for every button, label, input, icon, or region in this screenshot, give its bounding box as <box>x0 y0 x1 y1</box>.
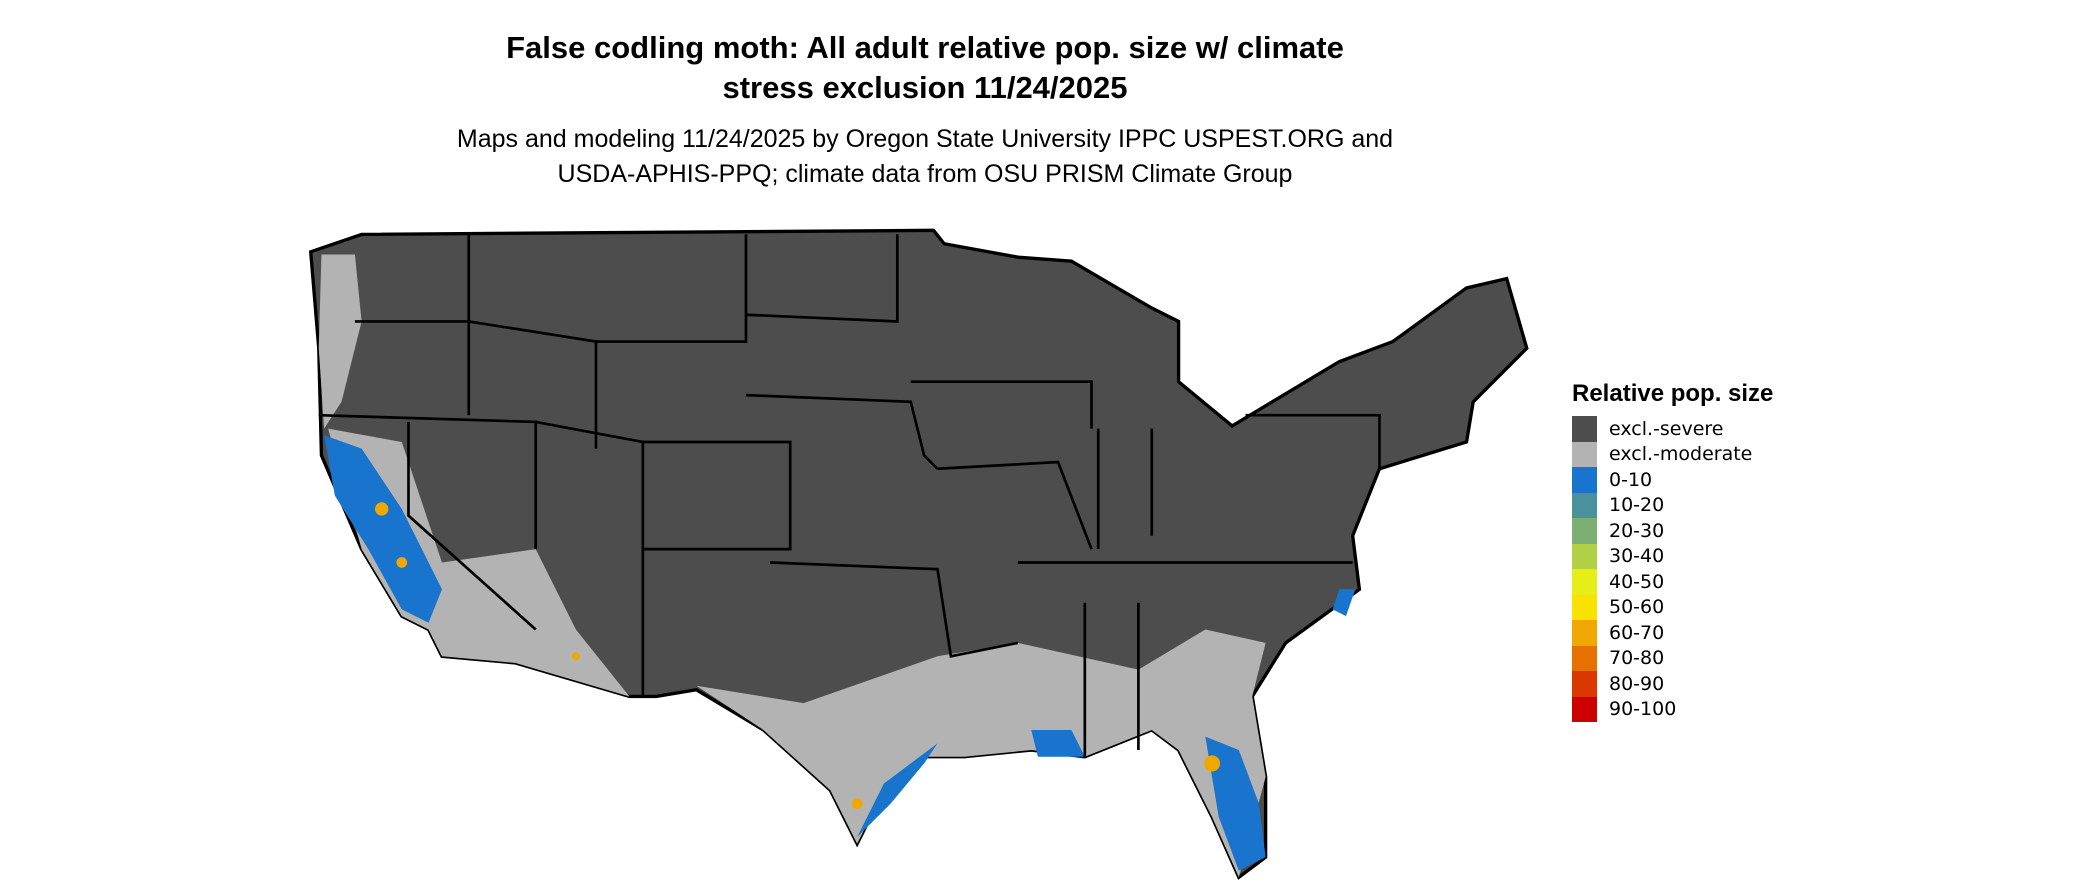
legend-item: 10-20 <box>1572 492 1773 518</box>
legend-swatch <box>1572 671 1597 697</box>
legend-label: 30-40 <box>1609 545 1665 568</box>
legend-item: 20-30 <box>1572 518 1773 544</box>
legend-label: 40-50 <box>1609 570 1665 593</box>
subtitle-line-2: USDA-APHIS-PPQ; climate data from OSU PR… <box>557 160 1293 188</box>
legend-item: 80-90 <box>1572 671 1773 697</box>
legend-label: 20-30 <box>1609 519 1665 542</box>
legend-item: 70-80 <box>1572 645 1773 671</box>
legend-label: 0-10 <box>1609 468 1653 491</box>
legend-label: 60-70 <box>1609 621 1665 644</box>
legend-swatch <box>1572 543 1597 569</box>
legend-label: 90-100 <box>1609 698 1677 721</box>
state-borders <box>318 234 1381 757</box>
legend-swatch <box>1572 518 1597 544</box>
legend-item: 0-10 <box>1572 467 1773 493</box>
legend-item: 50-60 <box>1572 594 1773 620</box>
title-line-2: stress exclusion 11/24/2025 <box>722 70 1128 105</box>
excl-moderate-regions <box>318 254 1266 878</box>
legend-item: 60-70 <box>1572 620 1773 646</box>
legend-label: 10-20 <box>1609 494 1665 517</box>
map-title: False codling moth: All adult relative p… <box>0 28 1850 108</box>
legend-swatch <box>1572 645 1597 671</box>
legend-swatch <box>1572 441 1597 467</box>
legend-swatch <box>1572 569 1597 595</box>
title-line-1: False codling moth: All adult relative p… <box>506 30 1344 65</box>
legend-label: excl.-moderate <box>1609 443 1753 466</box>
legend-swatch <box>1572 467 1597 493</box>
map-subtitle: Maps and modeling 11/24/2025 by Oregon S… <box>0 122 1850 192</box>
legend-item: 90-100 <box>1572 696 1773 722</box>
legend-item: 30-40 <box>1572 543 1773 569</box>
legend-label: 70-80 <box>1609 647 1665 670</box>
subtitle-line-1: Maps and modeling 11/24/2025 by Oregon S… <box>456 125 1394 153</box>
legend-label: excl.-severe <box>1609 417 1724 440</box>
mid-pop-spots <box>375 502 1221 809</box>
us-outline <box>308 228 1529 880</box>
legend-item: excl.-moderate <box>1572 441 1773 467</box>
legend-swatch <box>1572 492 1597 518</box>
legend-swatch <box>1572 620 1597 646</box>
legend-item: 40-50 <box>1572 569 1773 595</box>
low-pop-regions <box>324 435 1356 871</box>
legend-label: 50-60 <box>1609 596 1665 619</box>
legend-swatch <box>1572 416 1597 442</box>
legend-swatch <box>1572 696 1597 722</box>
legend-label: 80-90 <box>1609 672 1665 695</box>
legend-swatch <box>1572 594 1597 620</box>
legend: Relative pop. size excl.-severe excl.-mod… <box>1572 380 1773 722</box>
legend-item: excl.-severe <box>1572 416 1773 442</box>
legend-title: Relative pop. size <box>1572 380 1774 407</box>
